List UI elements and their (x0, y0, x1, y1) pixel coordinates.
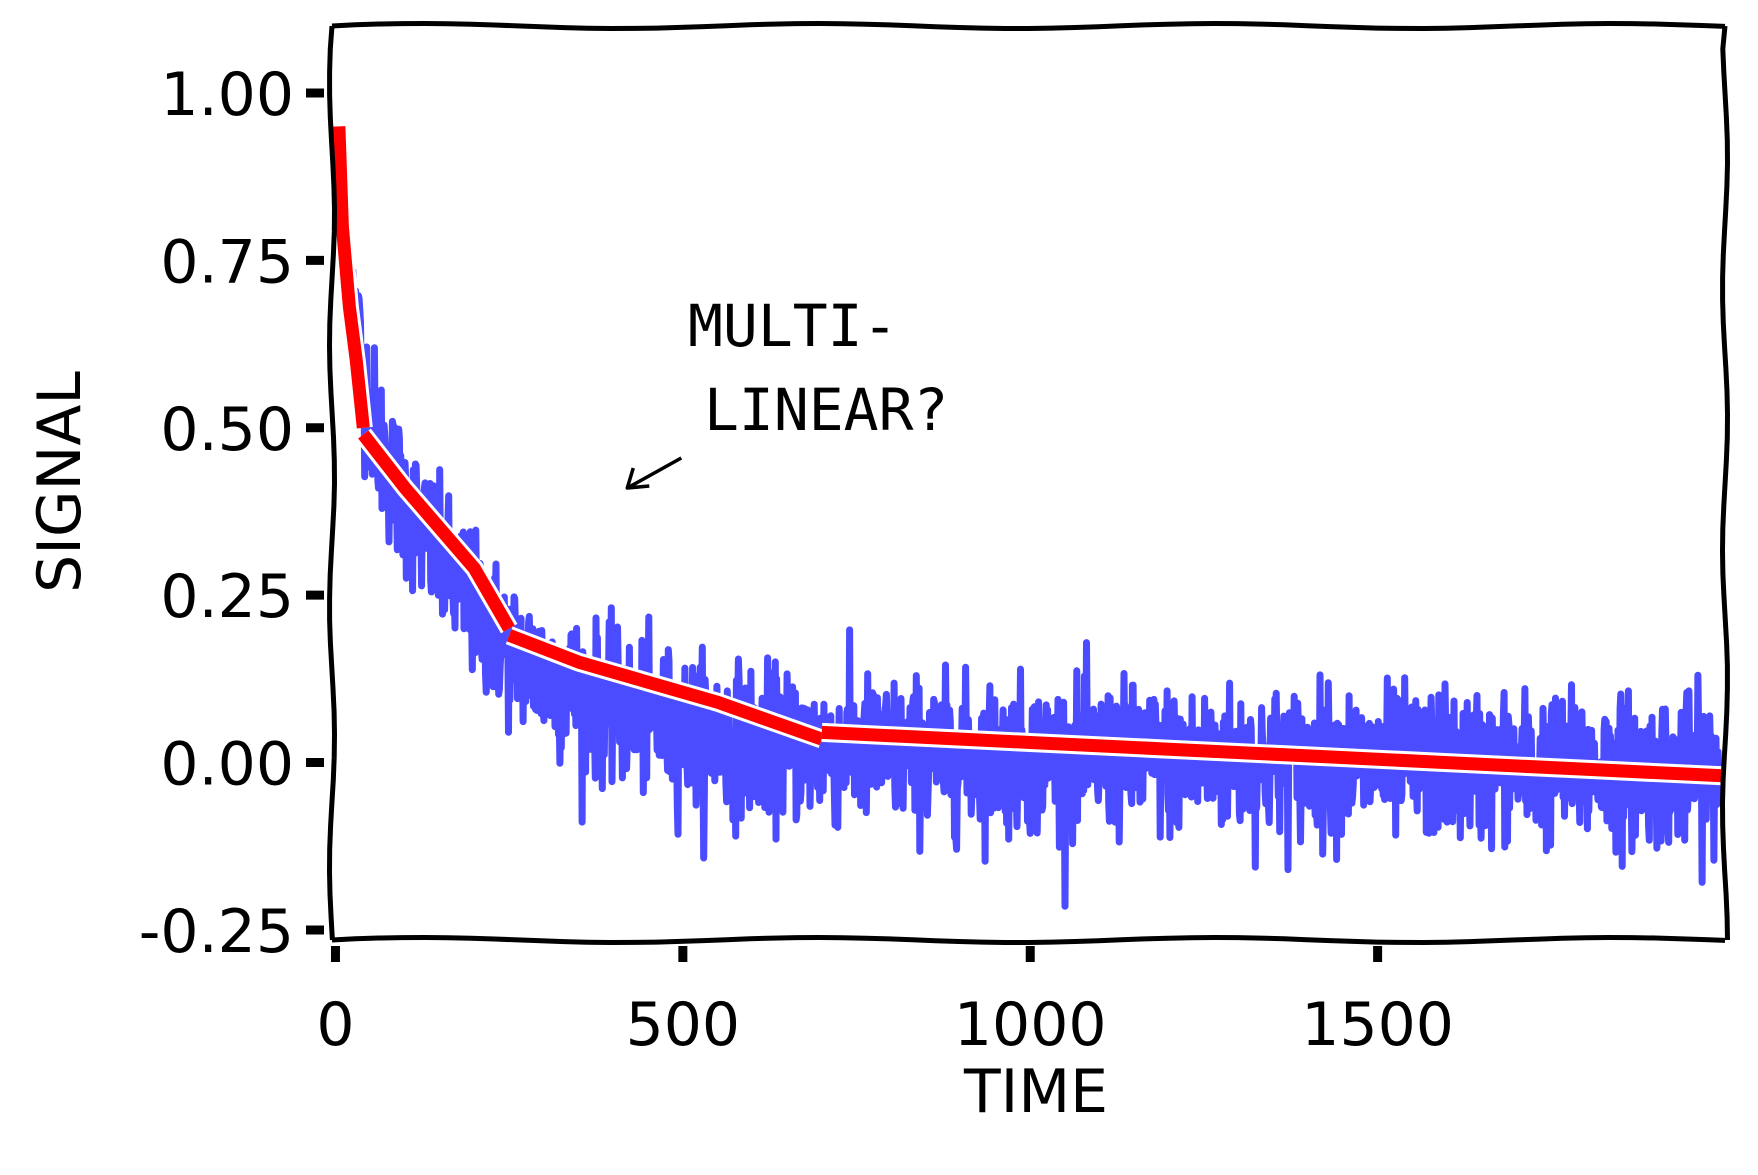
x-axis-ticks: 0 500 1000 1500 (316, 946, 1454, 1060)
noisy-signal-line (335, 133, 1725, 910)
y-axis-title: SIGNAL (25, 371, 95, 593)
x-tick-label: 500 (626, 990, 741, 1060)
annotation-arrow (625, 456, 683, 490)
annotation-line-1: MULTI- (688, 292, 898, 360)
y-tick-label: 1.00 (160, 60, 294, 130)
annotation-arrow-head (625, 467, 650, 490)
y-tick-label: 0.25 (160, 562, 294, 632)
frame-left (326, 25, 338, 941)
y-tick-label: 0.50 (160, 395, 294, 465)
y-tick-label: -0.25 (139, 897, 294, 967)
x-tick-label: 0 (316, 990, 354, 1060)
noisy-signal-series (335, 133, 1725, 910)
x-axis-title: TIME (963, 1057, 1108, 1127)
plot-frame (326, 20, 1731, 946)
x-tick-label: 1500 (1301, 990, 1454, 1060)
fit-segment-1 (332, 126, 370, 429)
annotation-line-2: LINEAR? (704, 376, 948, 444)
frame-top (331, 20, 1726, 32)
frame-right (1719, 25, 1731, 941)
x-tick-label: 1000 (954, 990, 1107, 1060)
fit-segment-3 (506, 629, 824, 746)
fit-segment-4 (821, 725, 1726, 783)
annotation: MULTI- LINEAR? (625, 292, 948, 490)
frame-bottom (331, 934, 1726, 946)
y-tick-label: 0.75 (160, 227, 294, 297)
fit-segment-2 (358, 430, 515, 632)
y-tick-label: 0.00 (160, 730, 294, 800)
annotation-arrow-shaft (626, 456, 683, 490)
piecewise-fit-series (329, 126, 1726, 786)
y-axis-ticks: 1.00 0.75 0.50 0.25 0.00 -0.25 (139, 60, 324, 967)
